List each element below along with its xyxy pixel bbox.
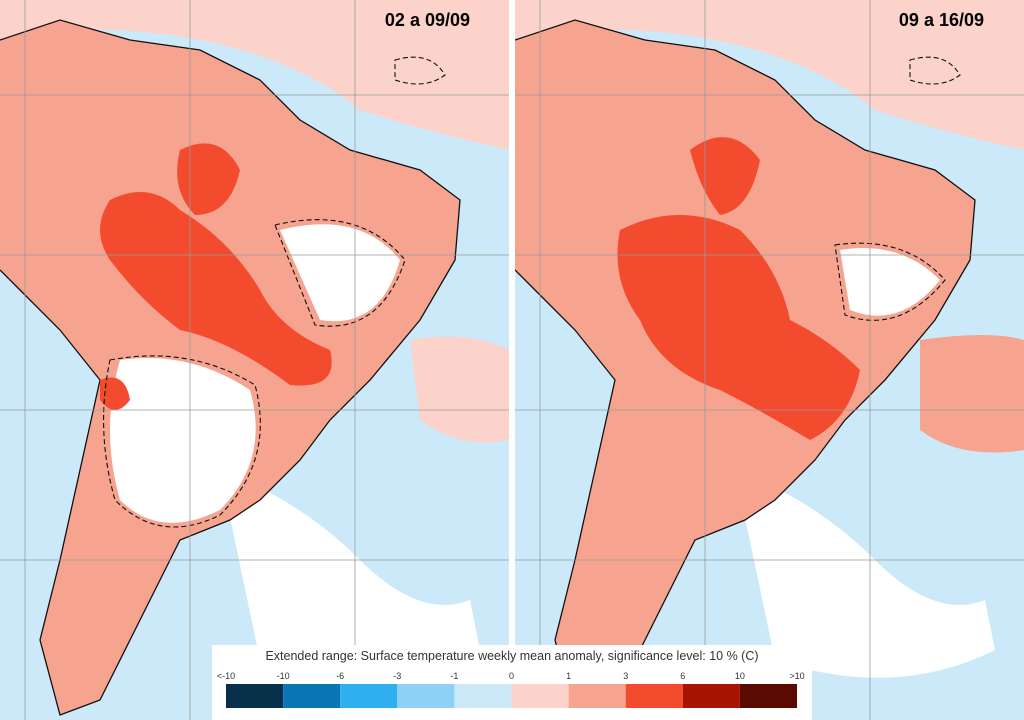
map-panel: 02 a 09/09: [0, 0, 509, 720]
map-panel: 09 a 16/09: [515, 0, 1024, 720]
legend-label: 0: [509, 671, 514, 681]
legend-swatch: [739, 684, 797, 708]
legend-label: -10: [277, 671, 290, 681]
legend-label: 6: [680, 671, 685, 681]
legend-label: 3: [623, 671, 628, 681]
legend-label: 1: [566, 671, 571, 681]
legend-swatch: [511, 684, 569, 708]
legend-swatch: [682, 684, 740, 708]
legend-label: 10: [735, 671, 745, 681]
legend: Extended range: Surface temperature week…: [212, 645, 812, 720]
legend-swatch: [397, 684, 455, 708]
legend-swatch: [568, 684, 626, 708]
legend-swatch: [454, 684, 512, 708]
legend-swatch: [226, 684, 284, 708]
legend-label: >10: [789, 671, 804, 681]
legend-swatch: [283, 684, 341, 708]
panel-title: 09 a 16/09: [899, 10, 984, 30]
legend-label: -6: [336, 671, 344, 681]
legend-swatch: [625, 684, 683, 708]
legend-label: <-10: [217, 671, 235, 681]
legend-label: -1: [450, 671, 458, 681]
legend-swatch: [340, 684, 398, 708]
panel-title: 02 a 09/09: [385, 10, 470, 30]
legend-label: -3: [393, 671, 401, 681]
legend-title: Extended range: Surface temperature week…: [265, 649, 758, 663]
